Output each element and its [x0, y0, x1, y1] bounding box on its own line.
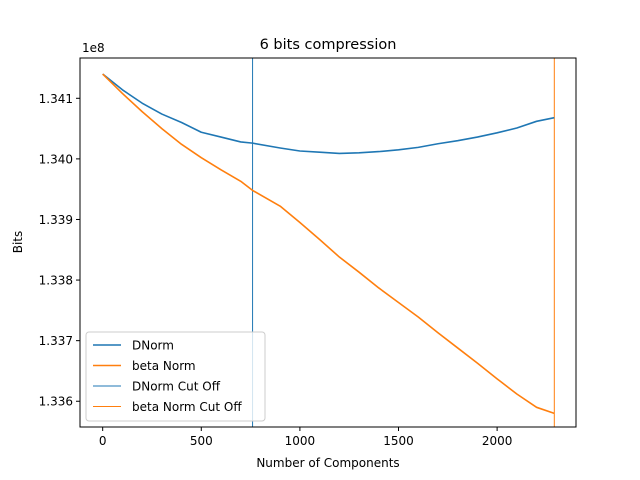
legend: DNorm beta Norm DNorm Cut Off beta Norm Cut… — [85, 331, 266, 422]
legend-label: beta Norm Cut Off — [132, 400, 242, 414]
chart-title: 6 bits compression — [260, 37, 397, 53]
legend-box — [85, 331, 266, 422]
y-tick-label: 1.341 — [39, 92, 73, 106]
legend-label: DNorm Cut Off — [132, 380, 221, 394]
y-tick-label: 1.339 — [39, 213, 73, 227]
y-axis-label: Bits — [11, 231, 25, 254]
legend-label: DNorm — [132, 339, 174, 353]
x-tick-label: 1500 — [383, 434, 414, 448]
series-lines — [102, 73, 555, 415]
series-line-dnorm — [102, 73, 555, 155]
x-axis: 0 500 1000 1500 2000 — [99, 427, 513, 448]
y-tick-label: 1.340 — [39, 152, 73, 166]
x-tick-label: 500 — [190, 434, 213, 448]
y-tick-label: 1.338 — [39, 274, 73, 288]
x-tick-label: 0 — [99, 434, 107, 448]
series-line-beta-norm — [102, 73, 555, 415]
plot-area — [79, 57, 577, 428]
y-axis-offset-text: 1e8 — [82, 41, 105, 55]
plot-frame — [79, 57, 577, 428]
x-axis-label: Number of Components — [256, 456, 399, 470]
y-tick-label: 1.337 — [39, 334, 73, 348]
legend-label: beta Norm — [132, 359, 196, 373]
x-tick-label: 1000 — [285, 434, 316, 448]
y-axis: 1.336 1.337 1.338 1.339 1.340 1.341 — [39, 92, 80, 409]
y-tick-label: 1.336 — [39, 395, 73, 409]
x-tick-label: 2000 — [482, 434, 513, 448]
